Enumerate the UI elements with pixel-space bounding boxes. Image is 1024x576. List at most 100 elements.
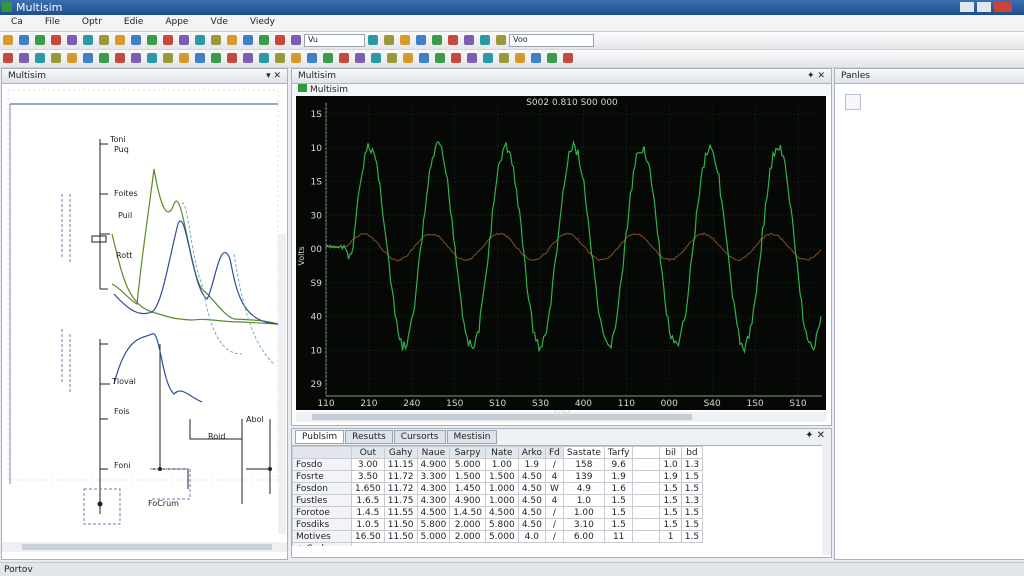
tool-button[interactable] xyxy=(35,53,45,63)
tool-button[interactable] xyxy=(195,35,205,45)
tool-button[interactable] xyxy=(163,35,173,45)
tool-button[interactable] xyxy=(371,53,381,63)
menu-item[interactable]: Viedy xyxy=(249,17,275,27)
tool-button[interactable] xyxy=(227,35,237,45)
tool-button[interactable] xyxy=(483,53,493,63)
results-tab[interactable]: Publsim xyxy=(295,430,345,444)
footer-row: + Ced xyxy=(292,542,703,546)
tool-button[interactable] xyxy=(387,53,397,63)
tool-button[interactable] xyxy=(531,53,541,63)
menu-item[interactable]: File xyxy=(44,17,60,27)
tool-button[interactable] xyxy=(403,53,413,63)
y-axis-label: Volts xyxy=(297,246,306,265)
tool-button[interactable] xyxy=(243,53,253,63)
tool-button[interactable] xyxy=(384,35,394,45)
tool-button[interactable] xyxy=(275,35,285,45)
tool-button[interactable] xyxy=(259,35,269,45)
tool-button[interactable] xyxy=(432,35,442,45)
results-tab[interactable]: Mestisin xyxy=(446,430,498,444)
tab-label: Multisim xyxy=(8,71,46,81)
tool-button[interactable] xyxy=(131,53,141,63)
title-bar: Multisim xyxy=(0,0,1024,15)
tool-button[interactable] xyxy=(3,53,13,63)
tool-button[interactable] xyxy=(464,35,474,45)
tool-button[interactable] xyxy=(339,53,349,63)
status-bar: Portov xyxy=(0,562,1024,576)
results-tab[interactable]: Cursorts xyxy=(393,430,446,444)
tool-button[interactable] xyxy=(323,53,333,63)
tool-button[interactable] xyxy=(547,53,557,63)
minimize[interactable] xyxy=(960,2,974,12)
tool-button[interactable] xyxy=(499,53,509,63)
tool-button[interactable] xyxy=(51,35,61,45)
cell xyxy=(632,458,661,471)
tool-button[interactable] xyxy=(19,53,29,63)
tool-button[interactable] xyxy=(563,53,573,63)
tool-button[interactable] xyxy=(227,53,237,63)
tool-button[interactable] xyxy=(67,53,77,63)
tool-button[interactable] xyxy=(275,53,285,63)
tool-button[interactable] xyxy=(259,53,269,63)
tool-button[interactable] xyxy=(83,53,93,63)
tool-button[interactable] xyxy=(480,35,490,45)
tool-button[interactable] xyxy=(368,35,378,45)
tool-button[interactable] xyxy=(355,53,365,63)
tool-button[interactable] xyxy=(147,53,157,63)
menu-item[interactable]: Ca xyxy=(11,17,23,27)
tool-button[interactable] xyxy=(163,53,173,63)
tool-button[interactable] xyxy=(147,35,157,45)
panel-tab[interactable]: Multisim ▾ ✕ xyxy=(2,69,287,84)
cell: 139 xyxy=(562,470,605,483)
tool-button[interactable] xyxy=(419,53,429,63)
tool-button[interactable] xyxy=(179,35,189,45)
tool-button[interactable] xyxy=(51,53,61,63)
dropdown[interactable]: Voo xyxy=(509,34,594,47)
tool-button[interactable] xyxy=(467,53,477,63)
tool-button[interactable] xyxy=(400,35,410,45)
cell: 4.300 xyxy=(416,494,451,507)
tool-button[interactable] xyxy=(243,35,253,45)
tool-button[interactable] xyxy=(131,35,141,45)
tool-button[interactable] xyxy=(83,35,93,45)
tool-button[interactable] xyxy=(435,53,445,63)
cell xyxy=(632,530,661,543)
tool-button[interactable] xyxy=(195,53,205,63)
cell: 1.3 xyxy=(680,458,704,471)
header-cell: Nate xyxy=(484,446,519,459)
tool-button[interactable] xyxy=(115,35,125,45)
menu-item[interactable]: Optr xyxy=(81,17,102,27)
tool-button[interactable] xyxy=(496,35,506,45)
tool-button[interactable] xyxy=(211,53,221,63)
tool-button[interactable] xyxy=(416,35,426,45)
panel-tab[interactable]: Panles xyxy=(835,69,1024,84)
close[interactable] xyxy=(994,2,1012,12)
cell: 16.50 xyxy=(351,530,385,543)
results-tab[interactable]: Resutts xyxy=(345,430,393,444)
tool-button[interactable] xyxy=(515,53,525,63)
tool-button[interactable] xyxy=(19,35,29,45)
panel-button[interactable] xyxy=(845,94,861,110)
tool-button[interactable] xyxy=(99,35,109,45)
tool-button[interactable] xyxy=(115,53,125,63)
tool-button[interactable] xyxy=(3,35,13,45)
results-tabs: ✦ ✕ Publsim Resutts Cursorts Mestisin xyxy=(292,429,831,446)
tool-button[interactable] xyxy=(291,35,301,45)
toolbar: Vu Voo xyxy=(0,32,1024,50)
maximize[interactable] xyxy=(977,2,991,12)
menu-item[interactable]: Vde xyxy=(210,17,228,27)
trace xyxy=(325,232,822,262)
tool-button[interactable] xyxy=(35,35,45,45)
tool-button[interactable] xyxy=(211,35,221,45)
tool-button[interactable] xyxy=(307,53,317,63)
tool-button[interactable] xyxy=(67,35,77,45)
panel-tab[interactable]: Multisim ✦ ✕ xyxy=(292,69,831,84)
menu-item[interactable]: Edie xyxy=(123,17,144,27)
tool-button[interactable] xyxy=(448,35,458,45)
dropdown[interactable]: Vu xyxy=(304,34,365,47)
tool-button[interactable] xyxy=(451,53,461,63)
tool-button[interactable] xyxy=(179,53,189,63)
cell: 4.500 xyxy=(416,506,451,519)
menu-item[interactable]: Appe xyxy=(165,17,189,27)
tool-button[interactable] xyxy=(291,53,301,63)
tool-button[interactable] xyxy=(99,53,109,63)
